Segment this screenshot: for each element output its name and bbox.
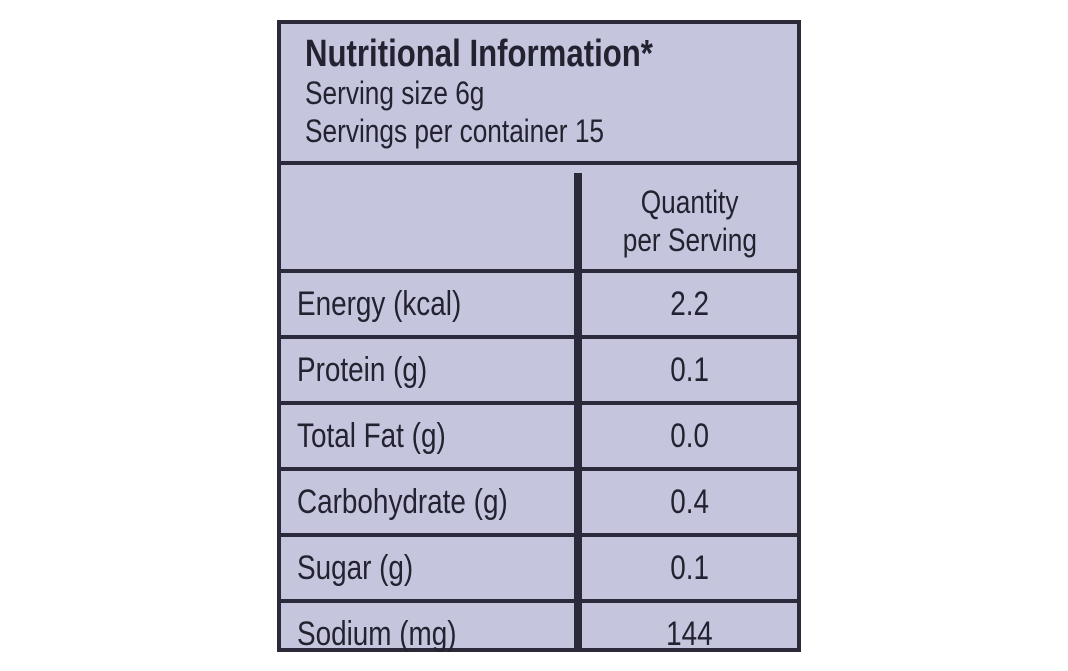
nutrient-value: 2.2 bbox=[670, 284, 709, 323]
nutrient-name-cell: Energy (kcal) bbox=[281, 273, 574, 335]
nutrient-name-cell: Sodium (mg) bbox=[281, 603, 574, 665]
nutrient-value-cell: 0.4 bbox=[582, 471, 797, 533]
nutrient-value-cell: 2.2 bbox=[582, 273, 797, 335]
nutrition-label: Nutritional Information* Serving size 6g… bbox=[277, 20, 801, 653]
table-header-row: Quantity per Serving bbox=[281, 173, 797, 273]
nutrient-name: Total Fat (g) bbox=[297, 416, 446, 455]
nutrient-name-cell: Protein (g) bbox=[281, 339, 574, 401]
table-row: Total Fat (g) 0.0 bbox=[281, 405, 797, 471]
serving-size: Serving size 6g bbox=[305, 75, 485, 111]
quantity-header-line2: per Serving bbox=[622, 222, 757, 258]
nutrient-value: 0.1 bbox=[670, 548, 709, 587]
table-row: Carbohydrate (g) 0.4 bbox=[281, 471, 797, 537]
nutrient-value: 0.0 bbox=[670, 416, 709, 455]
nutrient-value: 0.1 bbox=[670, 350, 709, 389]
quantity-header-line1: Quantity bbox=[640, 184, 739, 220]
nutrient-name-cell: Carbohydrate (g) bbox=[281, 471, 574, 533]
table-row: Energy (kcal) 2.2 bbox=[281, 273, 797, 339]
nutrient-name-cell: Total Fat (g) bbox=[281, 405, 574, 467]
nutrient-value-cell: 144 bbox=[582, 603, 797, 665]
nutrient-name: Sugar (g) bbox=[297, 548, 414, 587]
nutrient-name: Protein (g) bbox=[297, 350, 428, 389]
nutrient-value-cell: 0.1 bbox=[582, 537, 797, 599]
nutrient-name: Sodium (mg) bbox=[297, 614, 457, 653]
nutrient-value-cell: 0.0 bbox=[582, 405, 797, 467]
nutrient-name: Carbohydrate (g) bbox=[297, 482, 508, 521]
table-row: Protein (g) 0.1 bbox=[281, 339, 797, 405]
nutrient-value-cell: 0.1 bbox=[582, 339, 797, 401]
servings-per-container: Servings per container 15 bbox=[305, 113, 605, 149]
table-row: Sugar (g) 0.1 bbox=[281, 537, 797, 603]
nutrient-value: 0.4 bbox=[670, 482, 709, 521]
column-divider bbox=[574, 173, 582, 652]
nutrient-name-cell: Sugar (g) bbox=[281, 537, 574, 599]
quantity-header: Quantity per Serving bbox=[582, 173, 797, 269]
nutrient-name: Energy (kcal) bbox=[297, 284, 462, 323]
nutrition-header: Nutritional Information* Serving size 6g… bbox=[281, 24, 797, 165]
nutrient-value: 144 bbox=[666, 614, 713, 653]
table-row: Sodium (mg) 144 bbox=[281, 603, 797, 665]
nutrition-title: Nutritional Information* bbox=[305, 33, 653, 75]
